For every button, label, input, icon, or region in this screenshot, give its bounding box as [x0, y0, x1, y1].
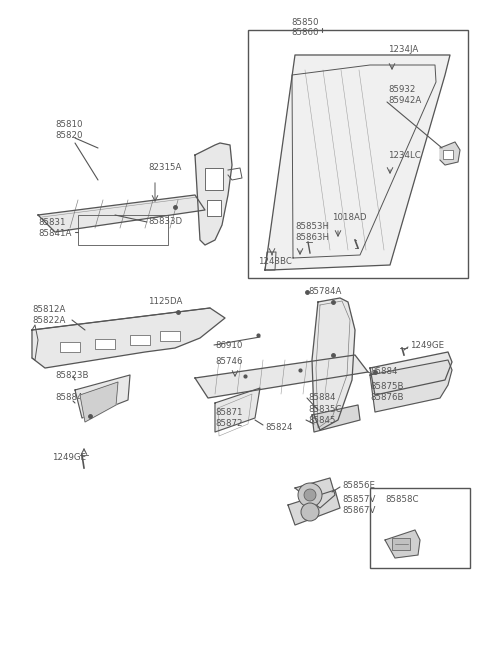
Bar	[60, 342, 80, 352]
Polygon shape	[265, 55, 450, 270]
Text: 1234LC: 1234LC	[388, 151, 421, 160]
Bar	[95, 339, 115, 349]
Text: 85857V
85867V: 85857V 85867V	[342, 495, 375, 515]
Text: 82315A: 82315A	[148, 164, 181, 172]
Text: 85884: 85884	[308, 394, 336, 403]
Text: 1234JA: 1234JA	[388, 45, 418, 54]
Text: 1249GE: 1249GE	[410, 341, 444, 350]
Bar	[160, 331, 180, 341]
Circle shape	[304, 489, 316, 501]
Text: 85853H
85863H: 85853H 85863H	[295, 222, 329, 242]
Polygon shape	[195, 355, 368, 398]
Polygon shape	[440, 142, 460, 165]
Text: 85858C: 85858C	[385, 495, 419, 504]
Text: 85824: 85824	[265, 424, 292, 432]
Polygon shape	[195, 143, 232, 245]
Text: 85871
85872: 85871 85872	[215, 408, 242, 428]
Circle shape	[301, 503, 319, 521]
Text: 85833D: 85833D	[148, 217, 182, 227]
Text: 1243BC: 1243BC	[258, 257, 292, 267]
Polygon shape	[32, 308, 225, 368]
Bar	[392, 538, 410, 550]
Text: 1018AD: 1018AD	[332, 214, 367, 223]
Text: 85884: 85884	[55, 394, 83, 403]
Text: 85746: 85746	[215, 358, 242, 367]
Bar	[205, 168, 223, 190]
Text: 1249GE: 1249GE	[52, 453, 86, 462]
Polygon shape	[312, 298, 355, 430]
Text: 85850
85860: 85850 85860	[291, 18, 319, 37]
Bar	[130, 335, 150, 345]
Polygon shape	[370, 360, 452, 412]
Text: 85812A
85822A: 85812A 85822A	[32, 305, 65, 325]
Polygon shape	[312, 405, 360, 432]
Bar	[443, 150, 453, 159]
Polygon shape	[38, 195, 205, 232]
Text: 85932
85942A: 85932 85942A	[388, 85, 421, 105]
Text: 1125DA: 1125DA	[148, 297, 182, 307]
Text: 86910: 86910	[215, 341, 242, 350]
Polygon shape	[80, 382, 118, 422]
Text: 85823B: 85823B	[55, 371, 88, 381]
Polygon shape	[288, 490, 340, 525]
Text: 85810
85820: 85810 85820	[55, 121, 83, 140]
Text: 85875B
85876B: 85875B 85876B	[370, 383, 404, 402]
Polygon shape	[215, 388, 260, 432]
Polygon shape	[295, 478, 335, 508]
Circle shape	[298, 483, 322, 507]
Bar	[207, 200, 221, 216]
Polygon shape	[370, 352, 452, 395]
Polygon shape	[385, 530, 420, 558]
Bar	[370, 488, 470, 568]
Text: 85831
85841A: 85831 85841A	[38, 218, 72, 238]
Bar	[78, 215, 168, 245]
Polygon shape	[75, 375, 130, 418]
Bar	[248, 30, 468, 278]
Text: 85884: 85884	[370, 367, 397, 377]
Text: 85856E: 85856E	[342, 481, 375, 489]
Text: 85784A: 85784A	[308, 288, 341, 297]
Text: 85835C
85845: 85835C 85845	[308, 405, 341, 424]
